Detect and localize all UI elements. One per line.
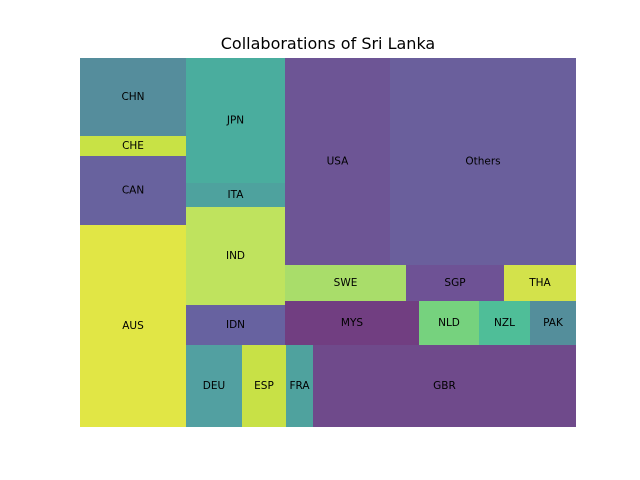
treemap-cell-nld: [419, 301, 479, 345]
treemap-label-jpn: JPN: [226, 115, 244, 127]
treemap-cell-fra: [286, 345, 313, 427]
treemap-label-nld: NLD: [438, 317, 460, 329]
treemap-cell-chn: [80, 58, 186, 136]
treemap-cell-idn: [186, 305, 285, 345]
treemap-label-gbr: GBR: [433, 380, 456, 392]
treemap-cell-sgp: [406, 265, 504, 301]
treemap-label-ita: ITA: [228, 189, 245, 201]
treemap-label-aus: AUS: [122, 320, 144, 332]
treemap-label-nzl: NZL: [494, 317, 515, 329]
treemap-label-others: Others: [465, 156, 500, 168]
treemap-cell-che: [80, 136, 186, 156]
treemap-label-mys: MYS: [341, 317, 363, 329]
treemap-label-can: CAN: [122, 185, 144, 197]
treemap-label-ind: IND: [226, 250, 245, 262]
treemap-cell-mys: [285, 301, 419, 345]
treemap-label-idn: IDN: [226, 319, 245, 331]
treemap-label-esp: ESP: [254, 380, 274, 392]
treemap-label-fra: FRA: [289, 380, 310, 392]
treemap-cell-usa: [285, 58, 390, 265]
treemap-label-pak: PAK: [543, 317, 564, 329]
treemap-cell-tha: [504, 265, 576, 301]
treemap-label-chn: CHN: [121, 91, 144, 103]
treemap-label-tha: THA: [528, 277, 551, 289]
treemap-cells: CHN CHE CAN AUS JPN ITA IND IDN DEU ESP FRA USA Othe…: [80, 58, 576, 427]
treemap-cell-others: [390, 58, 576, 265]
treemap-cell-esp: [242, 345, 286, 427]
treemap-cell-ita: [186, 183, 285, 207]
treemap-label-che: CHE: [122, 140, 144, 152]
treemap-cell-swe: [285, 265, 406, 301]
treemap-cell-gbr: [313, 345, 576, 427]
treemap-cell-jpn: [186, 58, 285, 183]
treemap-label-swe: SWE: [334, 277, 358, 289]
treemap-cell-nzl: [479, 301, 530, 345]
treemap-label-deu: DEU: [203, 380, 225, 392]
treemap-label-usa: USA: [327, 156, 350, 168]
treemap-cell-can: [80, 156, 186, 225]
treemap-cell-pak: [530, 301, 576, 345]
treemap-cell-aus: [80, 225, 186, 427]
treemap-cell-deu: [186, 345, 242, 427]
treemap-cell-ind: [186, 207, 285, 305]
chart-title: Collaborations of Sri Lanka: [221, 34, 435, 53]
treemap-label-sgp: SGP: [444, 277, 465, 289]
